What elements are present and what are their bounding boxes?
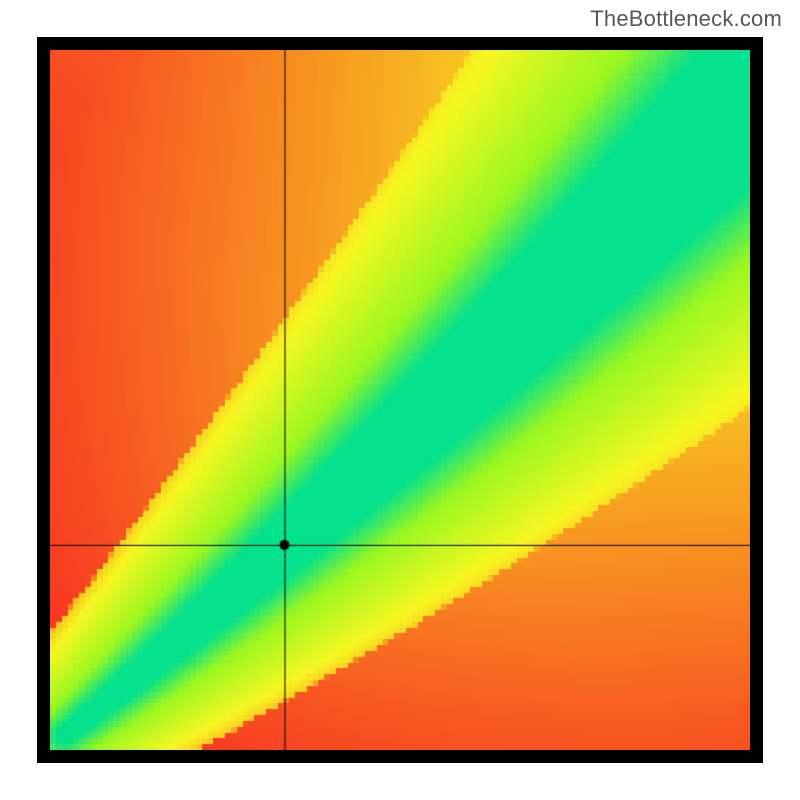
black-frame <box>37 37 763 763</box>
watermark-text: TheBottleneck.com <box>590 6 782 32</box>
chart-wrapper: TheBottleneck.com <box>0 0 800 800</box>
heatmap-canvas <box>50 50 750 750</box>
plot-area <box>50 50 750 750</box>
